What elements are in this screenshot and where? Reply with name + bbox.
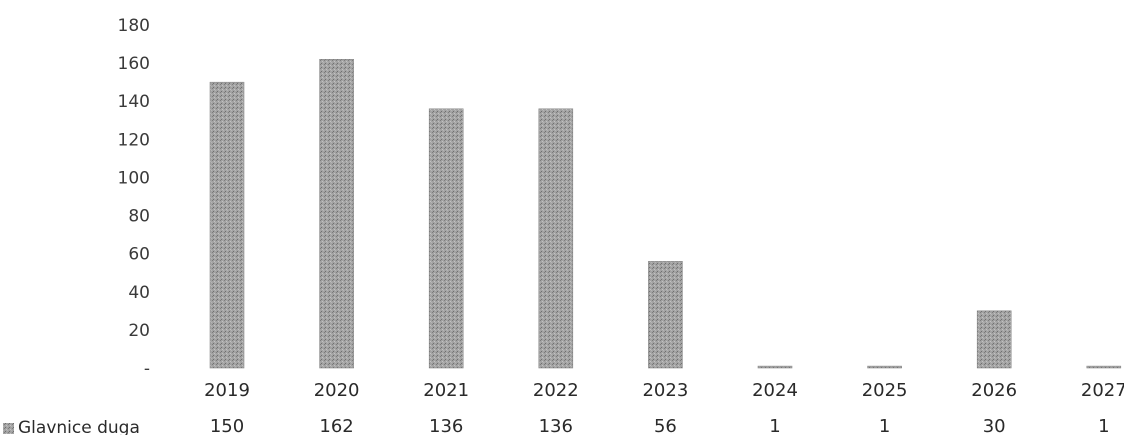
y-tick-label: 120 (118, 130, 150, 150)
data-label: 1 (1098, 416, 1109, 435)
y-tick-label: 180 (118, 16, 150, 36)
data-label: 1 (879, 416, 890, 435)
data-label: 136 (429, 416, 463, 435)
x-tick-label: 2024 (752, 380, 798, 401)
y-tick-label: - (144, 359, 150, 379)
x-tick-label: 2027 (1081, 380, 1124, 401)
legend-swatch (3, 423, 14, 434)
bar-2026 (976, 310, 1012, 369)
y-tick-label: 60 (128, 245, 150, 265)
x-tick-label: 2019 (204, 380, 250, 401)
data-label: 136 (539, 416, 573, 435)
value-labels: 150 162 136 136 56 1 1 30 1 (210, 416, 1110, 435)
data-label: 162 (319, 416, 353, 435)
x-tick-label: 2023 (642, 380, 688, 401)
y-tick-label: 40 (128, 283, 150, 303)
bar-2022 (538, 108, 574, 369)
bar-2021 (428, 108, 464, 369)
data-label: 30 (983, 416, 1006, 435)
x-tick-label: 2022 (533, 380, 579, 401)
data-label: 56 (654, 416, 677, 435)
category-labels: 2019 2020 2021 2022 2023 2024 2025 2026 2027 (204, 380, 1124, 401)
legend-label: Glavnice duga (18, 418, 140, 435)
x-tick-label: 2020 (314, 380, 360, 401)
bar-2019 (209, 81, 245, 369)
x-tick-label: 2025 (862, 380, 908, 401)
bar-2024 (757, 365, 793, 369)
bar-2023 (648, 260, 683, 369)
y-tick-label: 140 (118, 92, 150, 112)
bar-2027 (1086, 365, 1122, 369)
legend: Glavnice duga (3, 418, 140, 435)
y-tick-label: 20 (128, 321, 150, 341)
y-tick-label: 160 (118, 54, 150, 74)
bars (209, 58, 1122, 369)
y-tick-label: 80 (128, 207, 150, 227)
y-axis-ticks: - 20 40 60 80 100 120 140 160 180 (118, 16, 150, 379)
x-tick-label: 2026 (971, 380, 1017, 401)
data-label: 1 (769, 416, 780, 435)
y-tick-label: 100 (118, 168, 150, 188)
bar-2025 (867, 365, 902, 369)
x-tick-label: 2021 (423, 380, 469, 401)
data-label: 150 (210, 416, 244, 435)
bar-2020 (319, 58, 354, 369)
